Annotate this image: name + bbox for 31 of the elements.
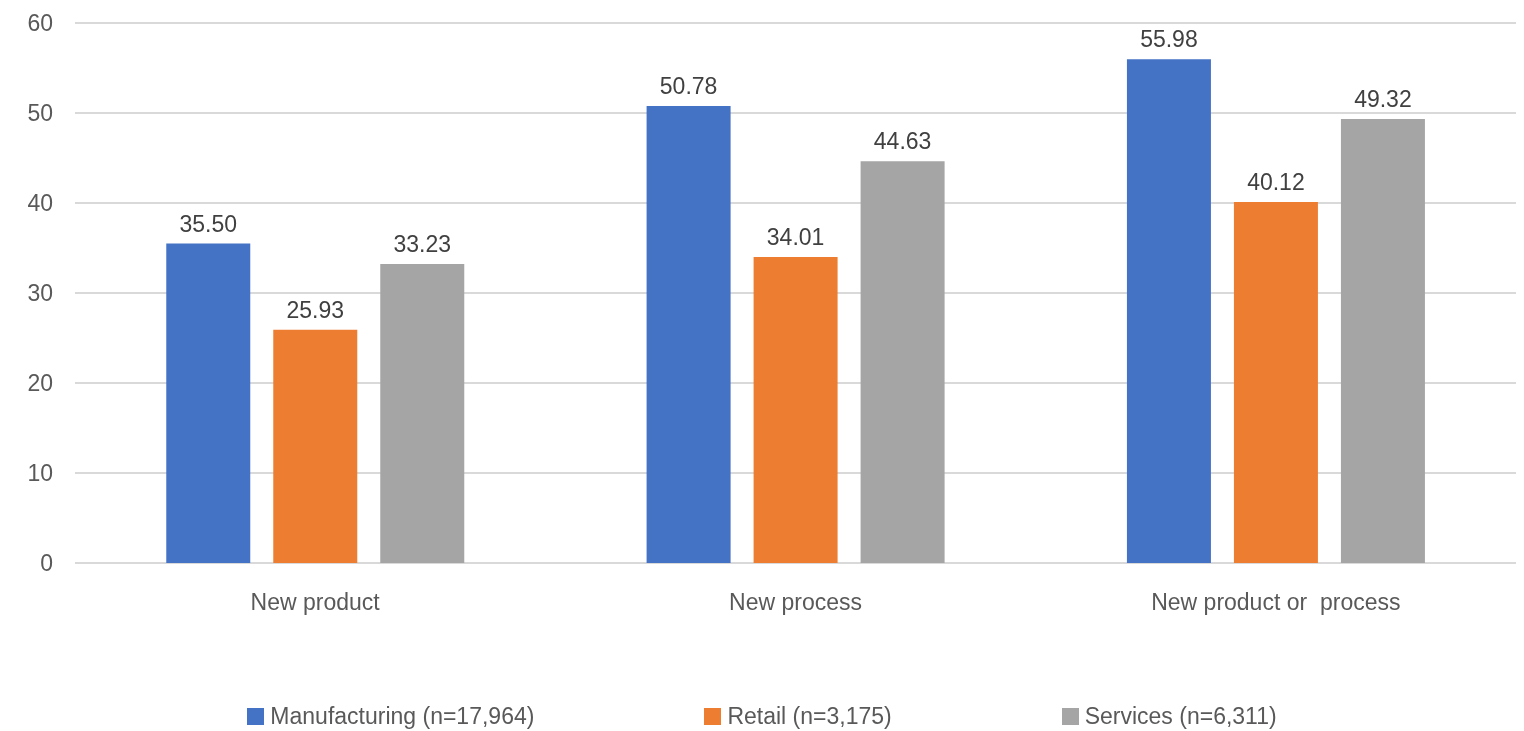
data-label: 44.63 <box>873 128 932 155</box>
data-label: 40.12 <box>1247 168 1305 195</box>
data-label: 50.78 <box>659 72 718 99</box>
bar <box>1126 59 1211 563</box>
bar <box>166 243 251 563</box>
bar <box>753 256 838 563</box>
y-tick-label: 30 <box>27 280 53 307</box>
legend-label: Retail (n=3,175) <box>727 702 892 730</box>
bar <box>1233 201 1318 563</box>
bar <box>646 105 731 563</box>
y-tick-label: 20 <box>27 370 53 397</box>
bar <box>860 161 945 563</box>
y-tick-label: 40 <box>27 190 53 217</box>
data-label: 33.23 <box>393 230 452 257</box>
bar <box>1340 119 1425 563</box>
data-label: 34.01 <box>766 223 825 250</box>
x-tick-label: New product or process <box>1151 588 1401 615</box>
y-tick-label: 10 <box>27 460 53 487</box>
y-tick-label: 50 <box>27 100 53 127</box>
y-tick-label: 60 <box>27 10 53 37</box>
data-label: 35.50 <box>179 210 238 237</box>
bar <box>380 263 465 563</box>
legend-label: Manufacturing (n=17,964) <box>270 702 535 730</box>
x-tick-label: New product <box>250 588 381 615</box>
data-label: 25.93 <box>286 296 345 323</box>
x-tick-label: New process <box>729 588 862 615</box>
data-label: 49.32 <box>1354 86 1412 113</box>
legend-label: Services (n=6,311) <box>1084 702 1277 730</box>
bar <box>273 329 358 563</box>
y-tick-label: 0 <box>40 550 53 577</box>
data-label: 55.98 <box>1140 26 1198 53</box>
